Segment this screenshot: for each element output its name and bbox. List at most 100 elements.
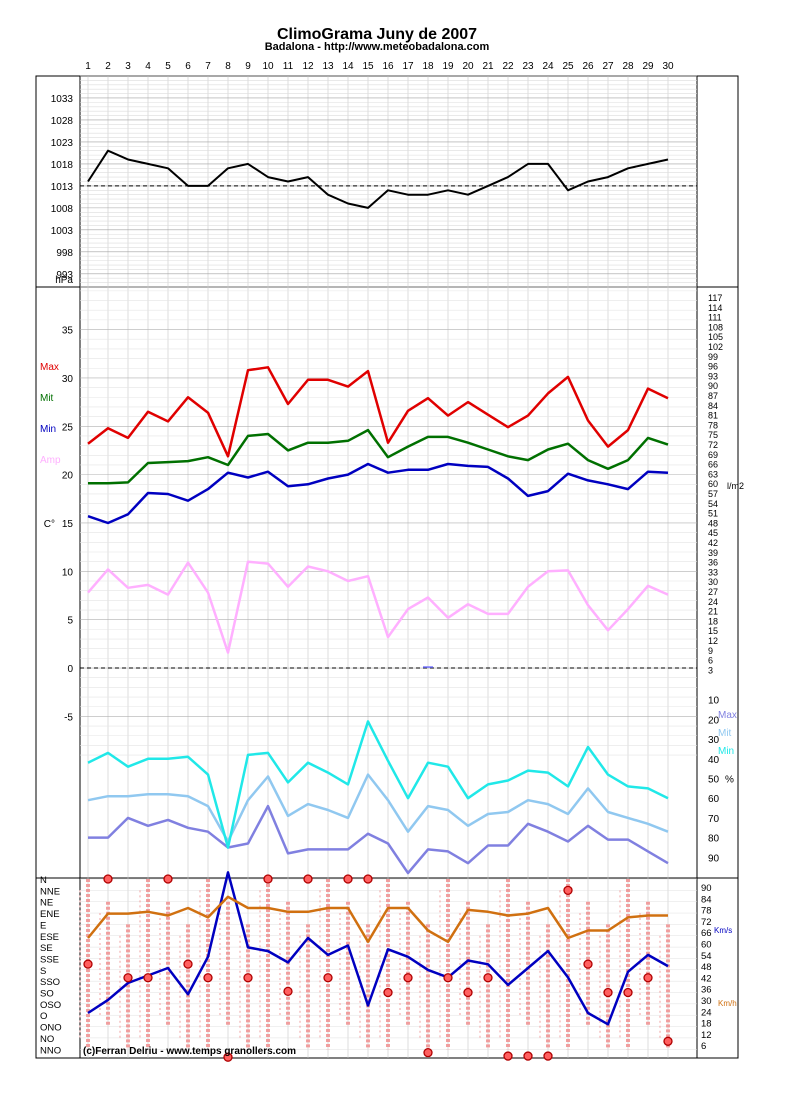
pressure-tick-label: 993	[56, 270, 73, 281]
temperature-legend-min: Min	[40, 424, 56, 435]
wind-direction-label: ONO	[40, 1023, 62, 1034]
wind-speed-tick-label: 78	[701, 906, 712, 917]
precipitation-tick-label: 15	[708, 626, 718, 636]
wind-direction-label: NE	[40, 898, 53, 909]
precipitation-tick-label: 39	[708, 548, 718, 558]
humidity-tick-label: 50	[708, 775, 720, 786]
dominant-direction-marker	[503, 1051, 513, 1061]
day-tick-label: 8	[225, 61, 231, 72]
dominant-direction-marker	[203, 973, 213, 983]
wind-direction-label: S	[40, 966, 46, 977]
precipitation-tick-label: 72	[708, 440, 718, 450]
credit-text: (c)Ferran Delriu - www.temps granollers.…	[83, 1046, 296, 1057]
day-tick-label: 18	[422, 61, 434, 72]
temperature-tick-label: 0	[67, 664, 73, 675]
dominant-direction-marker	[303, 874, 313, 884]
precipitation-tick-label: 114	[708, 303, 722, 313]
precipitation-tick-label: 51	[708, 509, 718, 519]
dominant-direction-marker	[583, 959, 593, 969]
precipitation-tick-label: 75	[708, 430, 718, 440]
wind-series-km-h	[87, 895, 668, 944]
wind-speed-tick-label: 72	[701, 917, 712, 928]
dominant-direction-marker	[463, 987, 473, 998]
wind-series-km-s	[87, 871, 669, 1026]
dominant-direction-marker	[223, 1052, 233, 1062]
dominant-direction-marker	[543, 1051, 553, 1061]
humidity-legend-max: Max	[718, 710, 737, 721]
wind-speed-tick-label: 24	[701, 1007, 712, 1018]
precipitation-tick-label: 90	[708, 381, 718, 391]
day-tick-label: 4	[145, 61, 151, 72]
day-axis-labels: 1 2 3 4 5 6 7 8 9 10 11 12 13 14 15 16 17 18 19 20 21 22 23 24 2…	[85, 61, 674, 72]
temperature-series-mit	[88, 428, 669, 485]
temperature-tick-label: 35	[62, 326, 74, 337]
wind-direction-label: N	[40, 875, 47, 886]
day-tick-label: 10	[262, 61, 274, 72]
wind-direction-label: ESE	[40, 932, 59, 943]
day-tick-label: 30	[662, 61, 674, 72]
pressure-tick-label: 1023	[51, 138, 74, 149]
dominant-direction-marker	[343, 874, 353, 884]
humidity-series-max	[88, 804, 669, 875]
wind-speed-tick-label: 36	[701, 985, 712, 996]
temperature-legend-max: Max	[40, 362, 59, 373]
precipitation-tick-label: 57	[708, 489, 718, 499]
day-tick-label: 15	[362, 61, 374, 72]
precipitation-tick-label: 33	[708, 567, 718, 577]
dominant-direction-marker	[143, 973, 153, 983]
temperature-legend-mit: Mit	[40, 393, 54, 404]
wind-direction-label: NNE	[40, 886, 60, 897]
precipitation-tick-label: 30	[708, 577, 718, 587]
wind-speed-unit: Km/s	[714, 926, 732, 935]
day-tick-label: 24	[542, 61, 554, 72]
precipitation-tick-label: 87	[708, 391, 718, 401]
pressure-tick-label: 998	[56, 248, 73, 259]
day-tick-label: 14	[342, 61, 354, 72]
chart-subtitle: Badalona - http://www.meteobadalona.com	[265, 41, 490, 53]
dominant-direction-marker	[523, 1051, 533, 1061]
humidity-legend-mit: Mit	[718, 728, 732, 739]
temperature-series-amp	[87, 560, 669, 654]
dominant-direction-marker	[83, 959, 93, 969]
wind-direction-label: SO	[40, 989, 54, 1000]
day-tick-label: 19	[442, 61, 454, 72]
pressure-tick-label: 1013	[51, 182, 74, 193]
dominant-direction-marker	[643, 973, 653, 983]
temperature-legend-amp: Amp	[40, 455, 61, 466]
wind-speed-tick-label: 60	[701, 940, 712, 951]
day-tick-label: 26	[582, 61, 594, 72]
precipitation-tick-label: 108	[708, 322, 723, 332]
wind-speed-tick-label: 66	[701, 928, 712, 939]
precipitation-tick-label: 84	[708, 401, 718, 411]
dominant-direction-marker	[563, 885, 573, 895]
wind-speed-tick-label: 6	[701, 1041, 706, 1052]
humidity-tick-label: 40	[708, 755, 720, 766]
humidity-tick-label: 80	[708, 834, 720, 845]
precipitation-tick-label: 105	[708, 332, 723, 342]
wind-direction-label: SE	[40, 943, 53, 954]
temperature-series-max	[87, 366, 669, 458]
day-tick-label: 5	[165, 61, 171, 72]
dominant-direction-marker	[283, 986, 293, 997]
temperature-tick-label: -5	[64, 712, 73, 723]
humidity-tick-label: 30	[708, 735, 720, 746]
precipitation-tick-label: 6	[708, 656, 713, 666]
temperature-series-min	[87, 462, 669, 525]
wind-direction-label: O	[40, 1011, 47, 1022]
pressure-tick-label: 1028	[51, 116, 74, 127]
dominant-direction-marker	[443, 973, 453, 983]
precipitation-tick-label: 27	[708, 587, 718, 597]
pressure-tick-label: 1003	[51, 226, 74, 237]
wind-speed-tick-label: 30	[701, 996, 712, 1007]
humidity-tick-label: 20	[708, 715, 720, 726]
temperature-panel: 35302520151050-5C°1171141111081051029996…	[44, 290, 744, 756]
humidity-tick-label: 90	[708, 853, 720, 864]
wind-gust-unit: Km/h	[718, 999, 737, 1008]
precipitation-tick-label: 78	[708, 420, 718, 430]
day-tick-label: 23	[522, 61, 534, 72]
wind-speed-tick-label: 54	[701, 951, 712, 962]
day-tick-label: 28	[622, 61, 634, 72]
dominant-direction-marker	[423, 1048, 433, 1058]
day-tick-label: 16	[382, 61, 394, 72]
